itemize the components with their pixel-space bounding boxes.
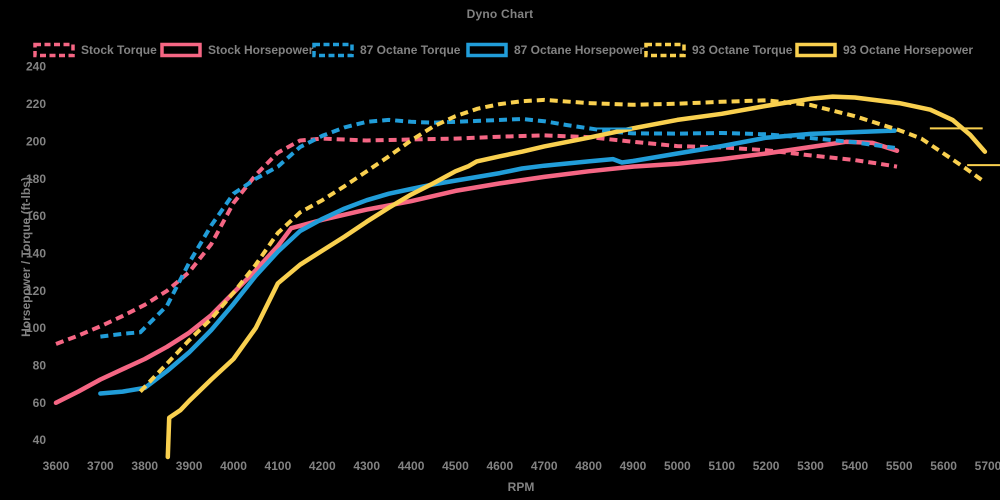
series-87-octane-horsepower-line bbox=[98, 128, 898, 396]
legend-swatch-93-octane-torque bbox=[644, 42, 686, 58]
y-tick-label: 160 bbox=[26, 209, 46, 223]
x-tick-label: 4100 bbox=[265, 459, 292, 473]
x-tick-label: 4300 bbox=[353, 459, 380, 473]
x-tick-label: 4500 bbox=[442, 459, 469, 473]
y-tick-label: 200 bbox=[26, 134, 46, 148]
x-tick-label: 3800 bbox=[131, 459, 158, 473]
series-stock-torque-line bbox=[55, 133, 898, 346]
y-tick-label: 240 bbox=[26, 60, 46, 74]
series-93-octane-horsepower-line bbox=[165, 94, 988, 460]
legend-item-93-octane-torque[interactable]: 93 Octane Torque bbox=[644, 42, 792, 58]
legend-label-93-octane-torque: 93 Octane Torque bbox=[692, 43, 793, 57]
x-tick-label: 4900 bbox=[620, 459, 647, 473]
legend-item-87-octane-torque[interactable]: 87 Octane Torque bbox=[312, 42, 460, 58]
x-tick-label: 3900 bbox=[176, 459, 203, 473]
x-tick-label: 4000 bbox=[220, 459, 247, 473]
legend-swatch-stock-horsepower bbox=[160, 42, 202, 58]
x-tick-label: 4700 bbox=[531, 459, 558, 473]
x-tick-label: 5600 bbox=[930, 459, 957, 473]
chart-title: Dyno Chart bbox=[466, 7, 534, 21]
x-tick-label: 5400 bbox=[842, 459, 869, 473]
x-tick-label: 3600 bbox=[43, 459, 70, 473]
series-87-octane-torque-line bbox=[100, 117, 896, 339]
legend-label-stock-horsepower: Stock Horsepower bbox=[208, 43, 314, 57]
x-tick-label: 5100 bbox=[708, 459, 735, 473]
y-tick-label: 220 bbox=[26, 97, 46, 111]
x-tick-label: 5200 bbox=[753, 459, 780, 473]
y-tick-label: 60 bbox=[33, 396, 47, 410]
x-axis-label: RPM bbox=[508, 480, 535, 494]
y-tick-label: 100 bbox=[26, 321, 46, 335]
legend-item-87-octane-horsepower[interactable]: 87 Octane Horsepower bbox=[466, 42, 644, 58]
y-tick-label: 180 bbox=[26, 172, 46, 186]
series-93-octane-torque-line bbox=[138, 97, 984, 393]
y-tick-label: 120 bbox=[26, 284, 46, 298]
legend-item-stock-torque[interactable]: Stock Torque bbox=[33, 42, 157, 58]
x-tick-label: 5700 bbox=[975, 459, 1000, 473]
legend-item-stock-horsepower[interactable]: Stock Horsepower bbox=[160, 42, 313, 58]
y-axis-label: Horsepower / Torque (ft-lbs) bbox=[19, 177, 33, 337]
y-tick-label: 40 bbox=[33, 433, 47, 447]
legend-swatch-stock-torque bbox=[33, 42, 75, 58]
x-tick-label: 3700 bbox=[87, 459, 114, 473]
x-tick-label: 4800 bbox=[575, 459, 602, 473]
series-stock-horsepower-line bbox=[53, 139, 900, 406]
legend-label-93-octane-horsepower: 93 Octane Horsepower bbox=[843, 43, 974, 57]
legend-label-stock-torque: Stock Torque bbox=[81, 43, 157, 57]
legend-label-87-octane-horsepower: 87 Octane Horsepower bbox=[514, 43, 645, 57]
x-tick-label: 4600 bbox=[486, 459, 513, 473]
y-tick-label: 80 bbox=[33, 359, 47, 373]
legend-swatch-93-octane-horsepower bbox=[795, 42, 837, 58]
legend-item-93-octane-horsepower[interactable]: 93 Octane Horsepower bbox=[795, 42, 973, 58]
y-tick-label: 140 bbox=[26, 246, 46, 260]
x-tick-label: 5300 bbox=[797, 459, 824, 473]
legend-swatch-87-octane-horsepower bbox=[466, 42, 508, 58]
x-tick-label: 5000 bbox=[664, 459, 691, 473]
legend-label-87-octane-torque: 87 Octane Torque bbox=[360, 43, 461, 57]
x-tick-label: 4200 bbox=[309, 459, 336, 473]
x-tick-label: 5500 bbox=[886, 459, 913, 473]
x-tick-label: 4400 bbox=[398, 459, 425, 473]
legend-swatch-87-octane-torque bbox=[312, 42, 354, 58]
legend: Stock Torque Stock Horsepower 87 Octane To… bbox=[0, 42, 1000, 60]
